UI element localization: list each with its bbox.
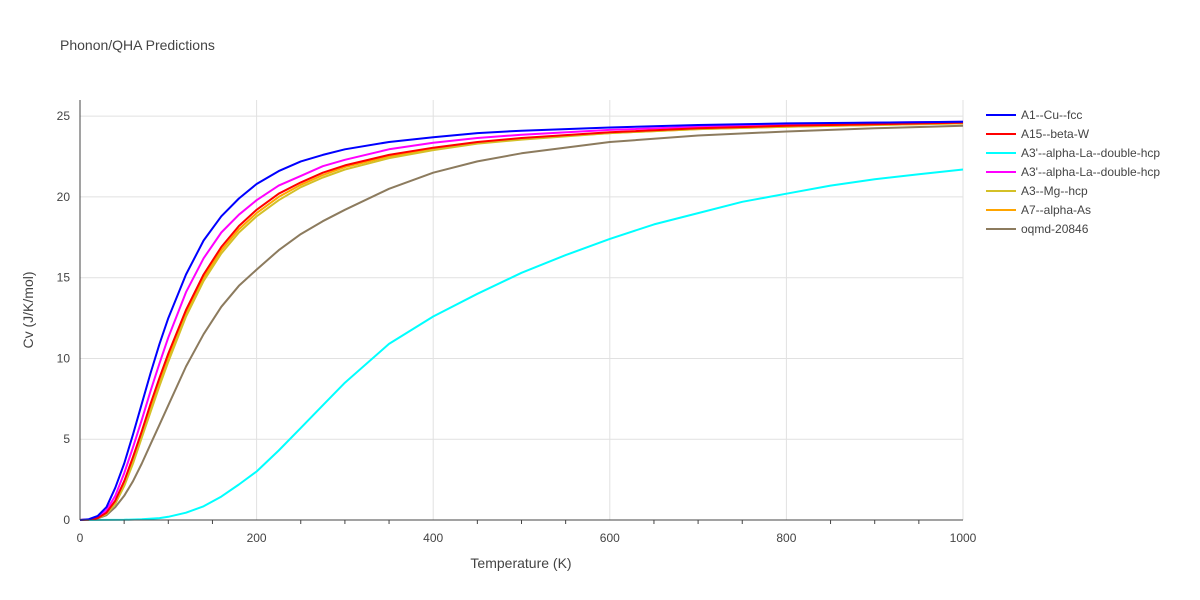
- axes: [79, 100, 963, 524]
- series-line: [79, 124, 964, 521]
- legend-label: A3'--alpha-La--double-hcp: [1021, 165, 1160, 179]
- y-tick-label: 0: [63, 513, 70, 527]
- legend-label: oqmd-20846: [1021, 222, 1089, 236]
- legend-label: A3'--alpha-La--double-hcp: [1021, 146, 1160, 160]
- series-line: [79, 121, 964, 521]
- x-tick-label: 800: [776, 531, 796, 545]
- x-tick-label: 200: [247, 531, 267, 545]
- grid: [80, 100, 964, 520]
- y-tick-label: 5: [63, 432, 70, 446]
- y-tick-label: 20: [57, 190, 71, 204]
- legend-label: A3--Mg--hcp: [1021, 184, 1088, 198]
- plot-lines: [79, 120, 964, 521]
- series-line: [79, 120, 964, 521]
- x-tick-label: 1000: [950, 531, 977, 545]
- x-axis-title: Temperature (K): [470, 555, 571, 571]
- legend-label: A15--beta-W: [1021, 127, 1090, 141]
- legend: A1--Cu--fcc A15--beta-W A3'--alpha-La--dou…: [986, 108, 1160, 236]
- series-line: [79, 168, 964, 521]
- y-axis-title: Cv (J/K/mol): [20, 272, 36, 349]
- series-line: [79, 120, 964, 521]
- x-tick-label: 400: [423, 531, 443, 545]
- chart-title: Phonon/QHA Predictions: [60, 37, 215, 53]
- series-line: [79, 122, 964, 521]
- ticks: 0 200 400 600 800 1000 0 5 10 15 20 25: [57, 109, 977, 545]
- legend-label: A1--Cu--fcc: [1021, 108, 1082, 122]
- x-tick-label: 0: [77, 531, 84, 545]
- y-tick-label: 15: [57, 271, 71, 285]
- y-tick-label: 25: [57, 109, 71, 123]
- legend-label: A7--alpha-As: [1021, 203, 1091, 217]
- x-tick-label: 600: [600, 531, 620, 545]
- y-tick-label: 10: [57, 351, 71, 365]
